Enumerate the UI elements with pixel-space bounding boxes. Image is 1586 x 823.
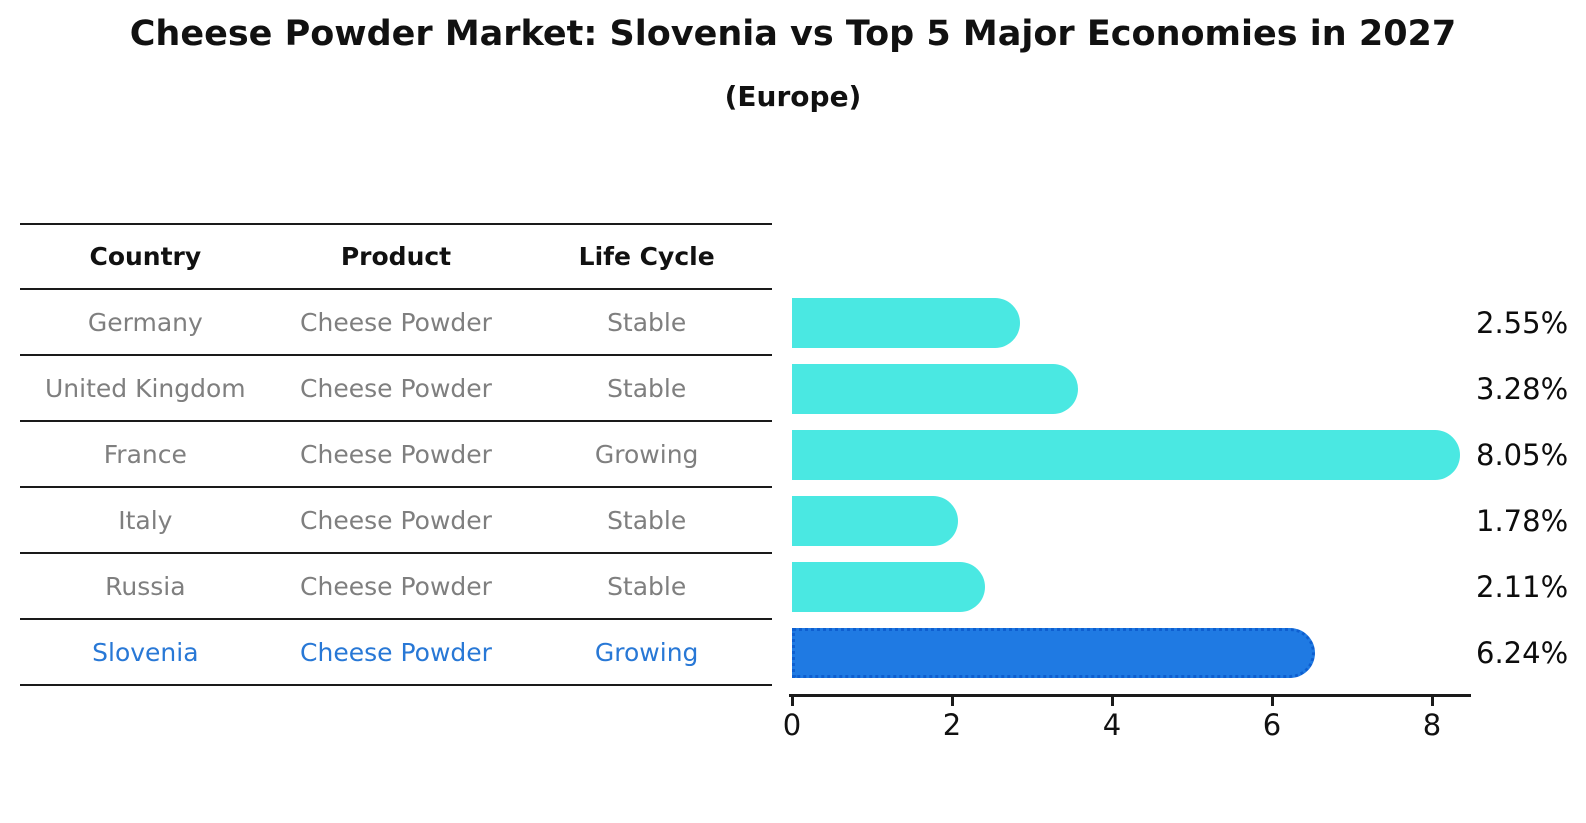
value-label-france: 8.05%	[1476, 438, 1569, 472]
column-header-country: Country	[89, 242, 202, 271]
table-row-russia: Russia Cheese Powder Stable	[20, 554, 772, 620]
table-row-united-kingdom: United Kingdom Cheese Powder Stable	[20, 356, 772, 422]
value-label-russia: 2.11%	[1476, 570, 1569, 604]
product-cell: Cheese Powder	[300, 373, 492, 403]
value-label-italy: 1.78%	[1476, 504, 1569, 538]
life-cycle-cell: Stable	[607, 373, 687, 403]
x-axis-tick-2	[951, 697, 954, 706]
product-cell: Cheese Powder	[300, 637, 492, 667]
country-cell: Slovenia	[92, 637, 199, 667]
value-label-germany: 2.55%	[1476, 306, 1569, 340]
life-cycle-cell: Stable	[607, 307, 687, 337]
x-axis-line	[789, 694, 1471, 697]
bar-slovenia	[792, 628, 1316, 678]
chart-title: Cheese Powder Market: Slovenia vs Top 5 …	[129, 14, 1457, 54]
country-cell: France	[103, 439, 187, 469]
product-cell: Cheese Powder	[300, 439, 492, 469]
country-cell: Russia	[105, 571, 186, 601]
product-cell: Cheese Powder	[300, 307, 492, 337]
x-axis-tick-label-6: 6	[1262, 708, 1282, 742]
x-axis-tick-4	[1111, 697, 1114, 706]
life-cycle-cell: Growing	[594, 637, 699, 667]
product-cell: Cheese Powder	[300, 505, 492, 535]
x-axis-tick-label-0: 0	[782, 708, 802, 742]
column-header-life-cycle: Life Cycle	[578, 242, 715, 271]
x-axis-tick-0	[791, 697, 794, 706]
x-axis-tick-label-2: 2	[942, 708, 962, 742]
country-cell: Italy	[118, 505, 173, 535]
country-cell: United Kingdom	[44, 373, 246, 403]
bar-italy	[792, 496, 959, 546]
x-axis-tick-6	[1271, 697, 1274, 706]
bar-united-kingdom	[792, 364, 1079, 414]
value-label-slovenia: 6.24%	[1476, 636, 1569, 670]
bar-russia	[792, 562, 985, 612]
country-table: Country Product Life Cycle Germany Cheese P…	[20, 223, 772, 686]
value-label-united-kingdom: 3.28%	[1476, 372, 1569, 406]
x-axis-tick-label-8: 8	[1422, 708, 1442, 742]
life-cycle-cell: Stable	[607, 505, 687, 535]
x-axis-tick-8	[1431, 697, 1434, 706]
x-axis-tick-label-4: 4	[1102, 708, 1122, 742]
life-cycle-cell: Stable	[607, 571, 687, 601]
bar-france	[792, 430, 1460, 480]
life-cycle-cell: Growing	[594, 439, 699, 469]
bar-germany	[792, 298, 1020, 348]
table-row-italy: Italy Cheese Powder Stable	[20, 488, 772, 554]
table-header-row: Country Product Life Cycle	[20, 223, 772, 290]
country-cell: Germany	[87, 307, 203, 337]
chart-subtitle: (Europe)	[724, 80, 862, 113]
table-row-germany: Germany Cheese Powder Stable	[20, 290, 772, 356]
product-cell: Cheese Powder	[300, 571, 492, 601]
table-row-france: France Cheese Powder Growing	[20, 422, 772, 488]
table-row-slovenia: Slovenia Cheese Powder Growing	[20, 620, 772, 686]
column-header-product: Product	[340, 242, 452, 271]
